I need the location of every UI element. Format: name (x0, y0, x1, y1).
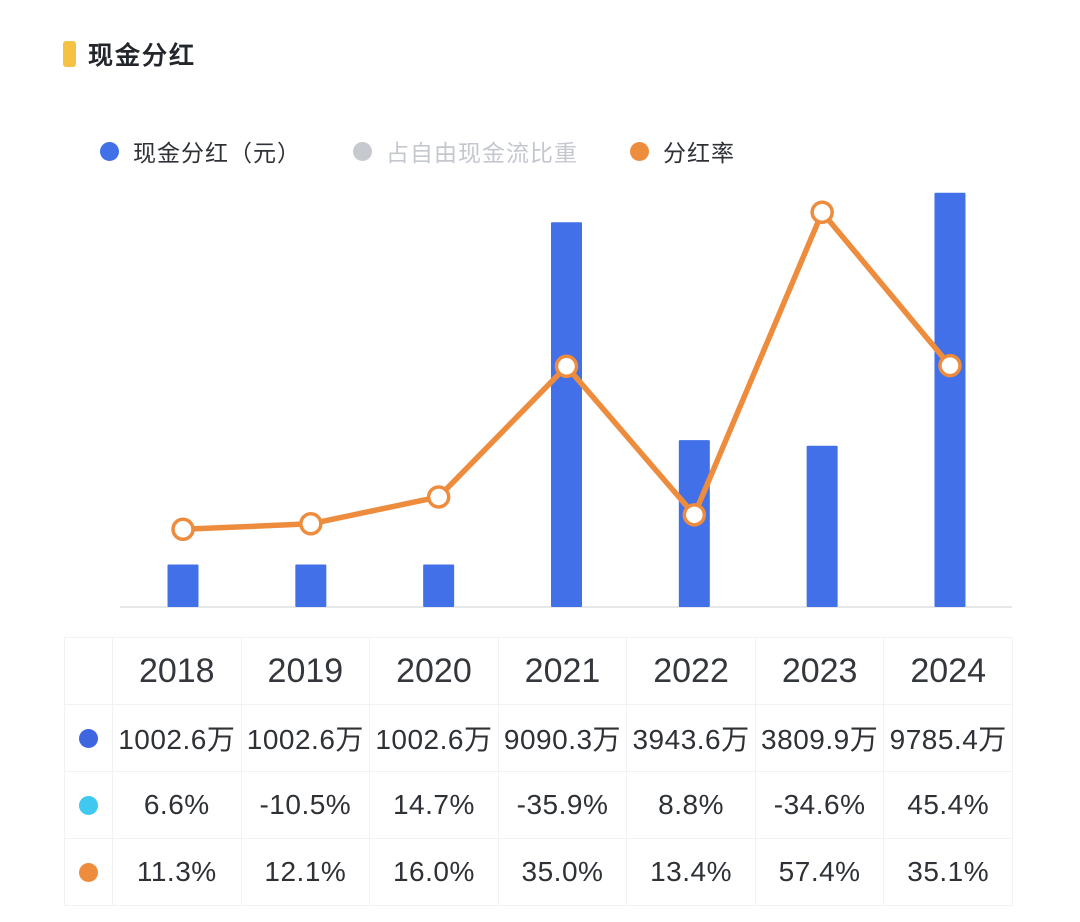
payout-ratio-point-2022[interactable] (682, 503, 707, 527)
row-dot-cell (65, 772, 113, 839)
table-cell: 9090.3万 (498, 705, 628, 772)
legend-label: 占自由现金流比重 (386, 140, 578, 166)
dividend-bar-2019[interactable] (295, 564, 327, 607)
page-title: 现金分红 (88, 42, 197, 70)
dividend-bar-2021[interactable] (550, 222, 582, 607)
series-dot-icon (353, 141, 372, 161)
table-cell: 12.1% (241, 839, 371, 906)
table-year-header: 2021 (498, 638, 628, 705)
table-cell: 1002.6万 (113, 705, 242, 772)
title-accent-bar-icon (63, 41, 76, 67)
legend-item-payout-ratio[interactable]: 分红率 (630, 134, 735, 168)
row-dot-cell (65, 839, 113, 906)
payout-ratio-point-2021[interactable] (554, 354, 579, 379)
table-cell: 13.4% (627, 839, 756, 906)
table-cell: 16.0% (370, 839, 499, 906)
payout-ratio-point-2024[interactable] (938, 353, 962, 378)
table-cell: 57.4% (755, 839, 885, 906)
table-cell: -34.6% (755, 772, 885, 839)
table-cell: 1002.6万 (241, 705, 371, 772)
table-year-header: 2023 (755, 638, 885, 705)
table-cell: 1002.6万 (370, 705, 499, 772)
table-cell: 11.3% (113, 839, 242, 906)
legend-item-cash-dividend[interactable]: 现金分红（元） (100, 134, 301, 168)
table-cell: 14.7% (370, 772, 499, 839)
table-year-header: 2022 (627, 638, 756, 705)
row-dot-cell (65, 705, 113, 772)
table-cell: 9785.4万 (884, 705, 1013, 772)
combo-chart (0, 160, 1080, 630)
payout-ratio-point-2020[interactable] (426, 485, 451, 509)
table-year-header: 2018 (113, 638, 242, 705)
legend-label: 分红率 (663, 140, 735, 166)
fcf-ratio-dot-icon (79, 795, 98, 815)
payout-ratio-dot-icon (79, 862, 98, 882)
dividend-bar-2024[interactable] (934, 192, 966, 608)
dividend-bar-2018[interactable] (167, 564, 199, 607)
table-year-header: 2019 (241, 638, 371, 705)
table-year-header: 2024 (884, 638, 1013, 705)
table-cell: 3809.9万 (755, 705, 885, 772)
cash-dividend-dot-icon (79, 728, 98, 748)
dividend-bar-2020[interactable] (423, 564, 455, 607)
table-cell: 35.1% (884, 839, 1013, 906)
legend-item-fcf-ratio[interactable]: 占自由现金流比重 (353, 134, 578, 168)
payout-ratio-point-2018[interactable] (171, 517, 195, 542)
table-cell: -10.5% (241, 772, 371, 839)
section-header: 现金分红 (63, 36, 196, 72)
table-cell: -35.9% (498, 772, 628, 839)
series-dot-icon (100, 141, 119, 161)
table-cell: 8.8% (627, 772, 756, 839)
table-year-header: 2020 (370, 638, 499, 705)
table-cell: 6.6% (113, 772, 242, 839)
table-corner-cell (65, 638, 113, 705)
payout-ratio-point-2023[interactable] (810, 200, 834, 225)
table-cell: 45.4% (884, 772, 1013, 839)
legend-label: 现金分红（元） (133, 140, 301, 166)
data-table: 2018 2019 2020 2021 2022 2023 2024 1002.… (64, 637, 1013, 906)
chart-canvas (120, 192, 1012, 608)
series-dot-icon (630, 141, 649, 161)
table-cell: 3943.6万 (627, 705, 756, 772)
payout-ratio-point-2019[interactable] (299, 512, 323, 536)
table-cell: 35.0% (498, 839, 628, 906)
dividend-bar-2023[interactable] (806, 445, 838, 607)
chart-legend: 现金分红（元） 占自由现金流比重 分红率 (100, 134, 735, 168)
